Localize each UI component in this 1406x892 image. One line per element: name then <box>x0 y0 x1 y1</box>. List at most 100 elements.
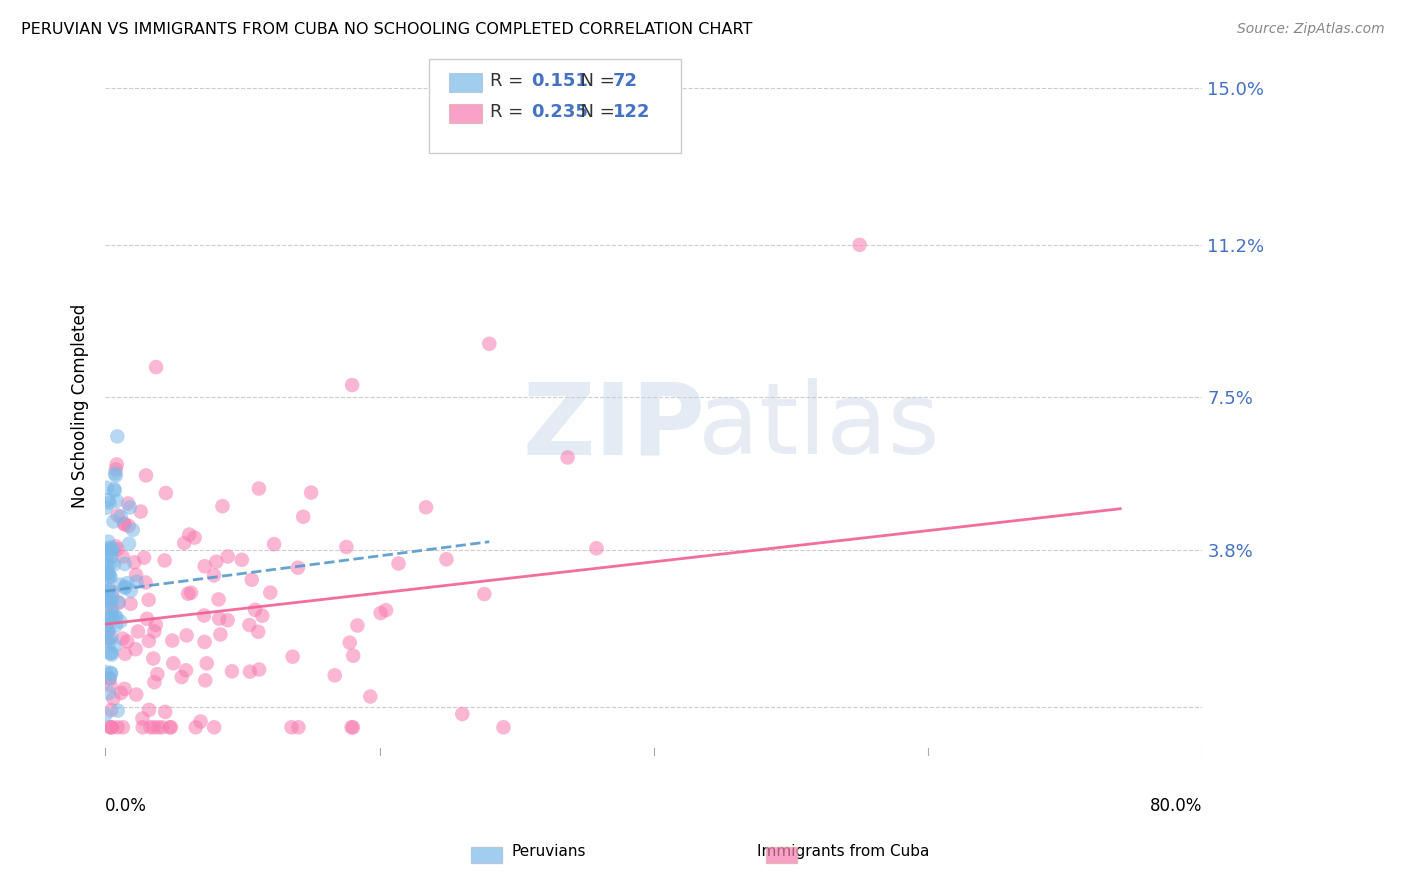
Immigrants from Cuba <box>118 519 141 533</box>
Text: Source: ZipAtlas.com: Source: ZipAtlas.com <box>1237 22 1385 37</box>
Immigrants from Cuba <box>415 500 437 515</box>
Peruvians <box>105 429 128 443</box>
Text: ZIP: ZIP <box>522 378 704 475</box>
Immigrants from Cuba <box>346 618 368 632</box>
Peruvians <box>96 572 118 586</box>
Immigrants from Cuba <box>240 573 263 587</box>
Immigrants from Cuba <box>557 450 579 465</box>
Immigrants from Cuba <box>359 690 381 704</box>
Immigrants from Cuba <box>153 553 176 567</box>
Immigrants from Cuba <box>146 720 169 734</box>
Immigrants from Cuba <box>162 633 184 648</box>
FancyBboxPatch shape <box>449 103 482 123</box>
Immigrants from Cuba <box>104 539 127 553</box>
Y-axis label: No Schooling Completed: No Schooling Completed <box>72 303 89 508</box>
Peruvians <box>110 509 132 524</box>
Immigrants from Cuba <box>335 540 357 554</box>
Immigrants from Cuba <box>129 504 152 518</box>
Peruvians <box>96 566 118 580</box>
Immigrants from Cuba <box>127 624 149 639</box>
Peruvians <box>107 595 129 609</box>
Immigrants from Cuba <box>205 555 228 569</box>
Immigrants from Cuba <box>132 550 155 565</box>
Immigrants from Cuba <box>107 508 129 523</box>
Peruvians <box>97 566 120 581</box>
Immigrants from Cuba <box>97 623 120 637</box>
Immigrants from Cuba <box>143 675 166 690</box>
Peruvians <box>98 570 121 584</box>
Peruvians <box>94 707 117 722</box>
Immigrants from Cuba <box>146 667 169 681</box>
Immigrants from Cuba <box>111 549 134 564</box>
Peruvians <box>118 537 141 551</box>
Immigrants from Cuba <box>370 606 392 620</box>
Immigrants from Cuba <box>478 336 501 351</box>
Immigrants from Cuba <box>221 665 243 679</box>
Immigrants from Cuba <box>117 496 139 510</box>
Peruvians <box>114 580 136 594</box>
Peruvians <box>96 558 118 572</box>
Immigrants from Cuba <box>217 613 239 627</box>
Immigrants from Cuba <box>340 720 363 734</box>
Immigrants from Cuba <box>112 516 135 531</box>
Peruvians <box>97 493 120 508</box>
Immigrants from Cuba <box>280 720 302 734</box>
Immigrants from Cuba <box>202 568 225 582</box>
Immigrants from Cuba <box>100 720 122 734</box>
Immigrants from Cuba <box>217 549 239 564</box>
Peruvians <box>115 576 138 591</box>
Peruvians <box>100 648 122 662</box>
Peruvians <box>121 523 143 537</box>
Peruvians <box>98 596 121 610</box>
Immigrants from Cuba <box>239 665 262 679</box>
Peruvians <box>108 578 131 592</box>
Peruvians <box>104 467 127 481</box>
Immigrants from Cuba <box>170 670 193 684</box>
Immigrants from Cuba <box>120 597 142 611</box>
Peruvians <box>118 500 141 515</box>
Immigrants from Cuba <box>100 601 122 615</box>
Immigrants from Cuba <box>155 705 177 719</box>
Text: N =: N = <box>569 72 621 90</box>
Immigrants from Cuba <box>100 678 122 692</box>
Immigrants from Cuba <box>111 720 134 734</box>
Immigrants from Cuba <box>124 642 146 657</box>
Immigrants from Cuba <box>135 468 157 483</box>
Immigrants from Cuba <box>231 553 253 567</box>
Peruvians <box>103 558 125 572</box>
Text: atlas: atlas <box>697 378 939 475</box>
Immigrants from Cuba <box>101 720 124 734</box>
Peruvians <box>104 618 127 632</box>
Immigrants from Cuba <box>138 703 160 717</box>
Peruvians <box>100 607 122 622</box>
Peruvians <box>100 543 122 558</box>
Text: 0.0%: 0.0% <box>105 797 148 815</box>
Immigrants from Cuba <box>238 618 260 632</box>
Text: Peruvians: Peruvians <box>512 845 585 859</box>
Immigrants from Cuba <box>243 603 266 617</box>
Immigrants from Cuba <box>207 592 229 607</box>
Immigrants from Cuba <box>114 681 136 696</box>
Text: 80.0%: 80.0% <box>1150 797 1202 815</box>
Peruvians <box>94 594 117 608</box>
Immigrants from Cuba <box>194 673 217 688</box>
Immigrants from Cuba <box>101 585 124 599</box>
Immigrants from Cuba <box>193 608 215 623</box>
Immigrants from Cuba <box>139 720 162 734</box>
Immigrants from Cuba <box>173 536 195 550</box>
Peruvians <box>98 671 121 685</box>
Text: N =: N = <box>569 103 621 121</box>
Immigrants from Cuba <box>193 635 215 649</box>
Peruvians <box>107 704 129 718</box>
Immigrants from Cuba <box>184 720 207 734</box>
Peruvians <box>125 574 148 589</box>
Immigrants from Cuba <box>104 462 127 476</box>
Immigrants from Cuba <box>177 587 200 601</box>
Immigrants from Cuba <box>100 703 122 717</box>
Peruvians <box>98 591 121 606</box>
Immigrants from Cuba <box>252 608 274 623</box>
Text: R =: R = <box>491 72 529 90</box>
Peruvians <box>104 468 127 483</box>
Peruvians <box>104 609 127 624</box>
Immigrants from Cuba <box>323 668 346 682</box>
